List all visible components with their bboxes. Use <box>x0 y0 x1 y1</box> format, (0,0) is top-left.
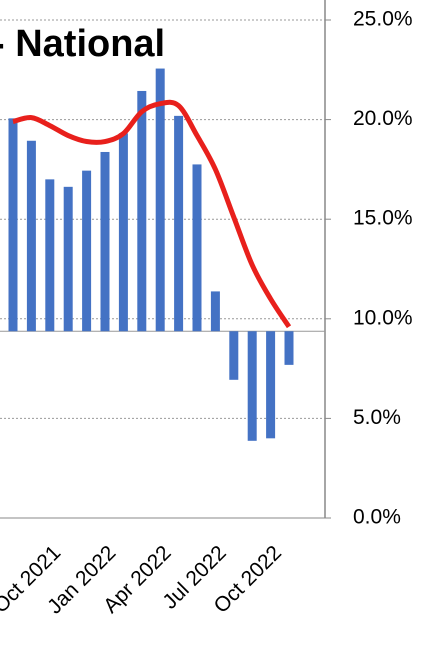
line <box>12 99 292 329</box>
y-tick-label: 0.0% <box>353 506 401 529</box>
bar <box>247 331 257 441</box>
bar <box>8 118 18 332</box>
bar <box>284 331 294 365</box>
chart-title: - National <box>0 23 165 65</box>
bar <box>82 170 92 332</box>
y-tick-label: 5.0% <box>353 406 401 429</box>
bar <box>137 90 147 332</box>
y-tick-label: 20.0% <box>353 107 413 130</box>
bar <box>192 164 202 332</box>
bar <box>63 186 73 332</box>
bar <box>100 151 110 332</box>
y-tick-label: 15.0% <box>353 207 413 230</box>
bar <box>174 115 184 332</box>
bar <box>45 179 55 332</box>
y-tick-label: 10.0% <box>353 306 413 329</box>
bar <box>210 291 220 332</box>
bar <box>266 331 276 439</box>
y-tick-label: 25.0% <box>353 8 413 31</box>
bar <box>26 140 36 332</box>
bar <box>155 68 165 332</box>
bar <box>229 331 239 380</box>
bar <box>118 133 128 332</box>
